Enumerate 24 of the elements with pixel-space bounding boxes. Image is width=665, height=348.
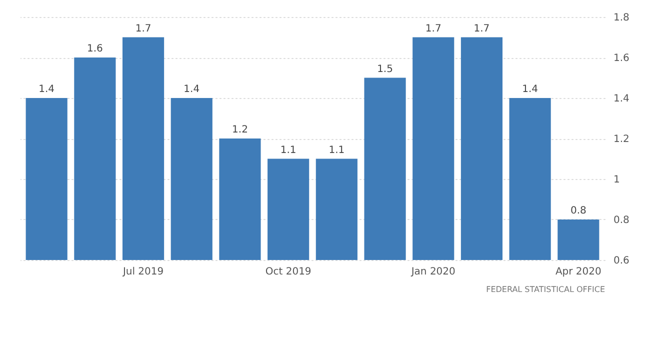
- x-tick-label: Jul 2019: [122, 266, 164, 278]
- data-label: 1.4: [38, 84, 55, 95]
- data-label: 1.4: [522, 84, 538, 95]
- x-tick-label: Oct 2019: [265, 266, 312, 278]
- x-tick-label: Jan 2020: [410, 266, 456, 278]
- y-tick-label: 0.6: [614, 256, 630, 266]
- data-label: 1.1: [280, 144, 296, 156]
- x-tick-label: Apr 2020: [555, 266, 602, 278]
- text: FEDERAL STATISTICAL OFFICE: [486, 285, 605, 294]
- data-label: 1.7: [135, 23, 152, 34]
- y-tick-label: 1: [614, 174, 620, 186]
- data-label: 0.8: [570, 206, 586, 216]
- data-label: 1.6: [86, 44, 103, 54]
- y-tick-label: 0.8: [614, 215, 630, 226]
- data-label: 1.2: [232, 124, 248, 136]
- data-label: 1.4: [184, 84, 200, 95]
- data-label: 1.7: [425, 23, 442, 34]
- data-label: 1.1: [328, 144, 345, 156]
- y-tick-label: 1.4: [614, 94, 630, 104]
- y-tick-label: 1.2: [614, 134, 630, 145]
- y-tick-label: 1.8: [614, 12, 630, 24]
- y-tick-label: 1.6: [614, 53, 630, 64]
- data-label: 1.5: [377, 64, 393, 75]
- data-label: 1.7: [474, 23, 490, 34]
